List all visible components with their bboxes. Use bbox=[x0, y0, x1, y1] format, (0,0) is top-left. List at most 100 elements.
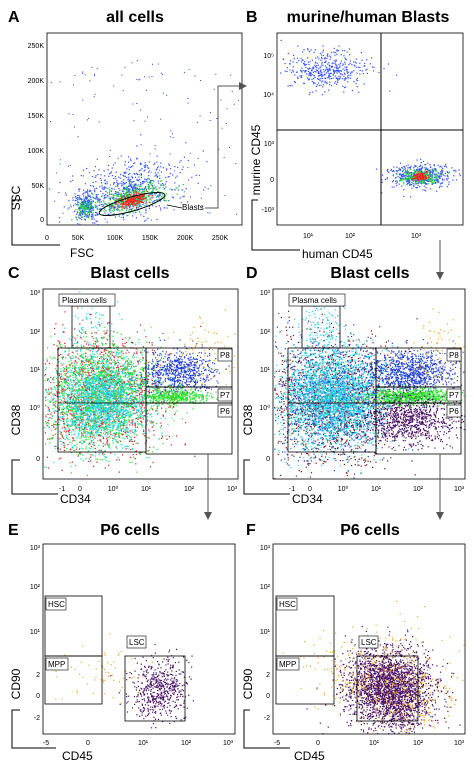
event-dot bbox=[313, 82, 314, 83]
event-dot bbox=[180, 172, 181, 173]
event-dot bbox=[169, 436, 170, 437]
event-dot bbox=[87, 194, 88, 195]
event-dot bbox=[458, 170, 459, 171]
event-dot bbox=[96, 221, 97, 222]
event-dot bbox=[79, 429, 80, 430]
event-dot bbox=[122, 184, 123, 185]
event-dot bbox=[226, 123, 227, 124]
event-dot bbox=[107, 222, 108, 223]
event-dot bbox=[413, 181, 414, 182]
event-dot bbox=[150, 401, 151, 402]
event-dot bbox=[70, 165, 71, 166]
event-dot bbox=[144, 165, 145, 166]
event-dot bbox=[65, 401, 66, 402]
event-dot bbox=[331, 73, 332, 74]
event-dot bbox=[128, 156, 129, 157]
event-dot bbox=[152, 183, 153, 184]
event-dot bbox=[66, 411, 67, 412]
event-dot bbox=[90, 185, 91, 186]
event-dot bbox=[321, 75, 322, 76]
event-dot bbox=[66, 370, 67, 371]
event-dot bbox=[340, 63, 341, 64]
event-dot bbox=[397, 171, 398, 172]
event-dot bbox=[140, 199, 141, 200]
event-dot bbox=[149, 409, 150, 410]
event-dot bbox=[87, 191, 88, 192]
event-dot bbox=[404, 176, 405, 177]
y-tick-a-0: 0 bbox=[40, 217, 44, 224]
event-dot bbox=[419, 175, 420, 176]
event-dot bbox=[350, 73, 351, 74]
event-dot bbox=[225, 195, 226, 196]
event-dot bbox=[152, 408, 153, 409]
event-dot bbox=[136, 79, 137, 80]
event-dot bbox=[127, 208, 128, 209]
event-dot bbox=[59, 373, 60, 374]
event-dot bbox=[116, 367, 117, 368]
event-dot bbox=[182, 197, 183, 198]
event-dot bbox=[120, 204, 121, 205]
event-dot bbox=[105, 444, 106, 445]
event-dot bbox=[159, 170, 160, 171]
event-dot bbox=[92, 216, 93, 217]
event-dot bbox=[359, 74, 360, 75]
event-dot bbox=[332, 63, 333, 64]
event-dot bbox=[438, 180, 439, 181]
event-dot bbox=[109, 206, 110, 207]
event-dot bbox=[143, 346, 144, 347]
event-dot bbox=[170, 154, 171, 155]
event-dot bbox=[88, 217, 89, 218]
event-dot bbox=[293, 71, 294, 72]
gate-blasts-pointer bbox=[167, 205, 182, 208]
event-dot bbox=[75, 465, 76, 466]
event-dot bbox=[413, 178, 414, 179]
event-dot bbox=[108, 424, 109, 425]
event-dot bbox=[414, 166, 415, 167]
event-dot bbox=[318, 65, 319, 66]
event-dot bbox=[128, 199, 129, 200]
event-dot bbox=[149, 208, 150, 209]
event-dot bbox=[122, 454, 123, 455]
event-dot bbox=[179, 162, 180, 163]
event-dot bbox=[155, 172, 156, 173]
event-dot bbox=[66, 366, 67, 367]
event-dot bbox=[291, 72, 292, 73]
event-dot bbox=[416, 183, 417, 184]
event-dot bbox=[84, 362, 85, 363]
event-dot bbox=[85, 74, 86, 75]
event-dot bbox=[59, 393, 60, 394]
event-dot bbox=[125, 161, 126, 162]
event-dot bbox=[139, 174, 140, 175]
event-dot bbox=[425, 190, 426, 191]
event-dot bbox=[140, 324, 141, 325]
event-dot bbox=[134, 357, 135, 358]
event-dot bbox=[99, 122, 100, 123]
event-dot bbox=[87, 366, 88, 367]
event-dot bbox=[63, 213, 64, 214]
event-dot bbox=[105, 191, 106, 192]
event-dot bbox=[70, 389, 71, 390]
event-dot bbox=[113, 208, 114, 209]
event-dot bbox=[442, 179, 443, 180]
event-dot bbox=[413, 175, 414, 176]
event-dot bbox=[77, 307, 78, 308]
event-dot bbox=[108, 202, 109, 203]
event-dot bbox=[96, 341, 97, 342]
event-dot bbox=[419, 166, 420, 167]
event-dot bbox=[125, 201, 126, 202]
event-dot bbox=[68, 207, 69, 208]
event-dot bbox=[164, 189, 165, 190]
event-dot bbox=[148, 362, 149, 363]
event-dot bbox=[194, 76, 195, 77]
event-dot bbox=[185, 142, 186, 143]
event-dot bbox=[113, 442, 114, 443]
event-dot bbox=[340, 70, 341, 71]
event-dot bbox=[81, 207, 82, 208]
event-dot bbox=[305, 67, 306, 68]
event-dot bbox=[72, 462, 73, 463]
event-dot bbox=[432, 169, 433, 170]
event-dot bbox=[106, 181, 107, 182]
event-dot bbox=[68, 353, 69, 354]
event-dot bbox=[135, 386, 136, 387]
event-dot bbox=[356, 79, 357, 80]
